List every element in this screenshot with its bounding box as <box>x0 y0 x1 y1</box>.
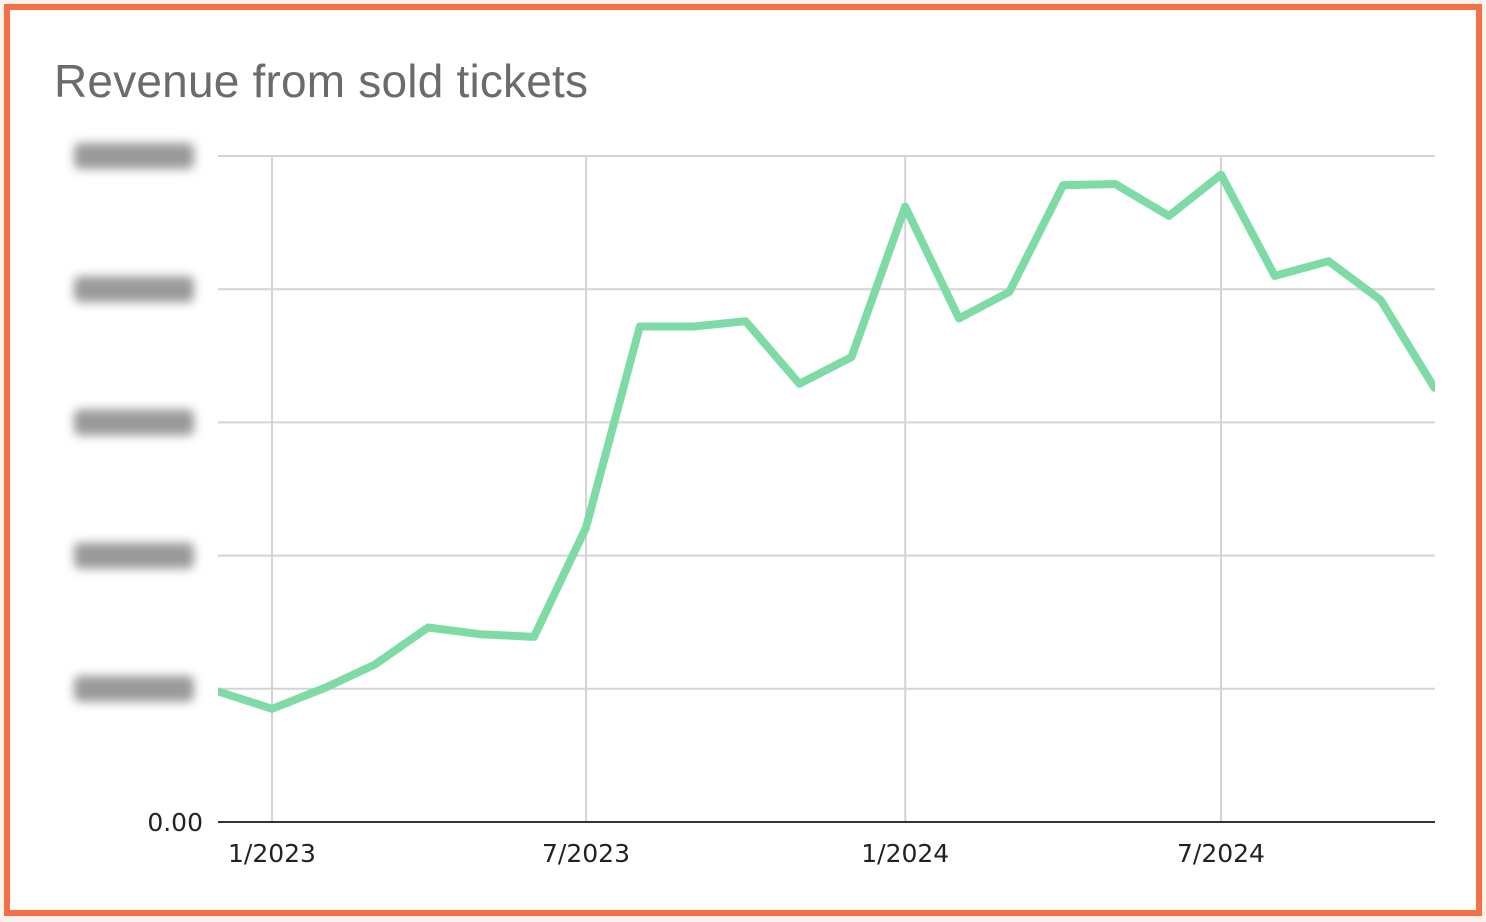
y-tick-label: 0.00 <box>147 808 203 837</box>
x-tick-label: 7/2023 <box>542 839 630 868</box>
grid-lines <box>218 155 1435 822</box>
chart-title: Revenue from sold tickets <box>54 55 589 107</box>
obscured-y-tick-label <box>74 675 194 702</box>
x-tick-label: 7/2024 <box>1177 839 1265 868</box>
series-line <box>218 170 1435 713</box>
series-layer <box>218 170 1435 713</box>
obscured-y-tick-label <box>74 409 194 436</box>
obscured-y-tick-label <box>74 276 194 303</box>
obscured-y-tick-label <box>74 542 194 569</box>
x-tick-label: 1/2023 <box>228 839 316 868</box>
obscured-y-tick-label <box>74 143 194 169</box>
tick-labels: 0.00 1/2023 7/2023 1/2024 7/2024 <box>74 143 1265 868</box>
x-tick-label: 1/2024 <box>861 839 949 868</box>
